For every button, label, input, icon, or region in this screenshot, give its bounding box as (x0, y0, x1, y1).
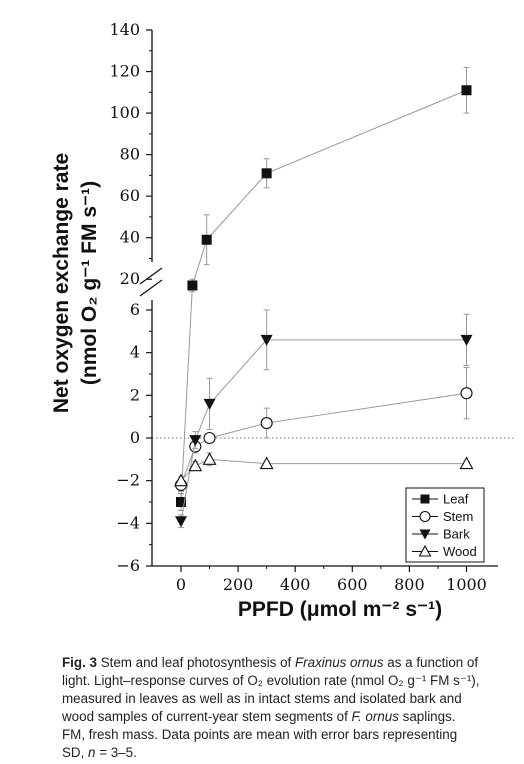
figure-label: Fig. 3 (62, 655, 97, 670)
leaf-data-point (187, 280, 198, 291)
leaf-series-line (180, 89, 467, 503)
x-tick-label: 200 (223, 575, 254, 594)
wood-data-point (459, 456, 474, 470)
stem-series-line (180, 392, 467, 486)
wood-data-point (202, 452, 217, 465)
y-tick-label-lower: 2 (130, 385, 140, 404)
y-tick-label-lower: 0 (130, 428, 140, 447)
x-axis-title: PPFD (μmol m⁻² s⁻¹) (238, 598, 442, 621)
caption-species-abbr: F. ornus (351, 709, 399, 724)
x-tick-label: 800 (394, 575, 425, 594)
x-tick-label: 400 (280, 575, 311, 594)
wood-data-point (174, 473, 188, 487)
y-tick-label-upper: 60 (120, 186, 140, 205)
y-tick-label-lower: −2 (116, 471, 140, 490)
x-tick-label: 1000 (446, 575, 487, 594)
stem-data-point (203, 431, 216, 445)
legend-label-bark: Bark (443, 527, 470, 542)
stem-data-point (460, 387, 473, 400)
wood-data-point (259, 456, 274, 470)
bark-data-point (175, 516, 187, 528)
y-tick-label-upper: 20 (120, 269, 140, 288)
caption-n-label: n (88, 745, 96, 760)
bark-data-point (189, 435, 202, 447)
y-axis-unit: (nmol O₂ g⁻¹ FM s⁻¹) (78, 181, 101, 385)
bark-data-point (460, 334, 473, 346)
y-tick-label-lower: −4 (116, 513, 140, 532)
x-tick-label: 600 (337, 575, 368, 594)
y-tick-label-upper: 40 (120, 228, 140, 247)
legend-marker-bark (419, 529, 431, 540)
legend-marker-stem (419, 510, 431, 523)
y-tick-label-lower: 4 (130, 343, 140, 362)
stem-data-point (260, 417, 273, 430)
figure-caption: Fig. 3 Stem and leaf photosynthesis of F… (62, 654, 482, 762)
leaf-data-point (176, 497, 186, 507)
caption-text-2: as a function of light. Light–response c… (62, 655, 480, 724)
leaf-data-point (261, 168, 272, 179)
legend-label-stem: Stem (443, 509, 473, 524)
legend-marker-wood (418, 544, 432, 557)
caption-text-1: Stem and leaf photosynthesis of (96, 655, 295, 670)
legend-label-leaf: Leaf (443, 492, 469, 507)
caption-species: Fraxinus ornus (294, 655, 384, 670)
y-tick-label-upper: 120 (109, 62, 140, 81)
leaf-data-point (201, 234, 212, 245)
legend-label-wood: Wood (443, 544, 477, 559)
caption-text-3: saplings. FM, fresh mass. Data points ar… (62, 709, 458, 760)
axis-break-mark (139, 279, 163, 297)
leaf-data-point (461, 85, 472, 96)
bark-data-point (260, 334, 273, 346)
wood-series-line (180, 458, 467, 482)
y-tick-label-upper: 140 (109, 20, 140, 39)
axis-break-mark (139, 267, 163, 285)
caption-n-value: = 3–5. (95, 745, 137, 760)
y-axis-title: Net oxygen exchange rate (50, 153, 73, 413)
y-tick-label-upper: 80 (120, 145, 140, 164)
y-tick-label-lower: −6 (116, 556, 140, 575)
wood-data-point (188, 458, 203, 472)
x-tick-label: 0 (176, 575, 186, 594)
y-tick-label-upper: 100 (109, 103, 140, 122)
bark-data-point (203, 398, 216, 410)
legend-box (405, 487, 485, 563)
legend-marker-leaf (420, 494, 430, 504)
y-tick-label-lower: 6 (130, 300, 140, 319)
